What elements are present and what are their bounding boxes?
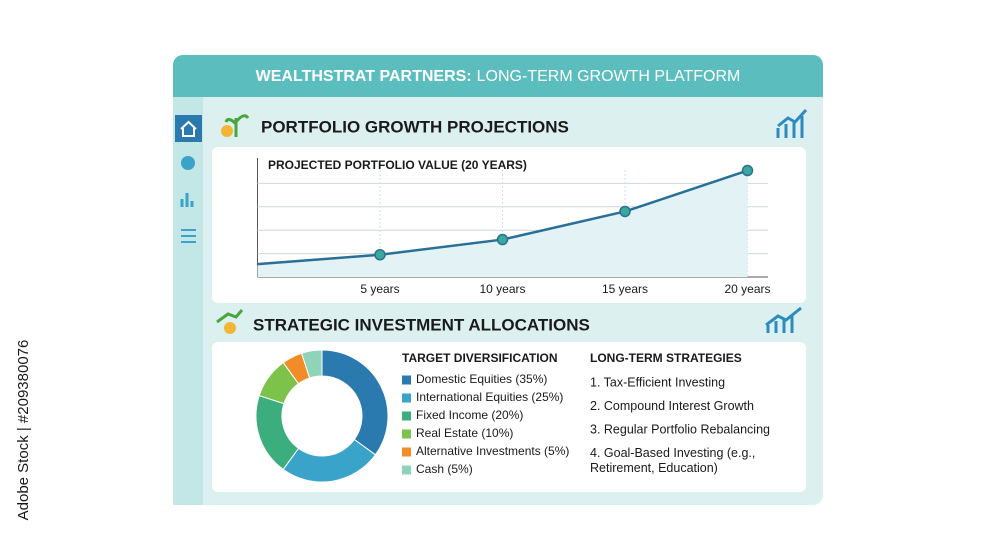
point <box>496 233 509 246</box>
strategy-item: 1. Tax-Efficient Investing <box>590 375 725 389</box>
strategy-item: Retirement, Education) <box>590 461 718 475</box>
nav-pie[interactable] <box>181 156 195 170</box>
legend-label: Alternative Investments (5%) <box>416 444 569 458</box>
legend-swatch <box>402 375 411 385</box>
x-tick-label: 5 years <box>360 282 399 296</box>
nav-chart[interactable] <box>180 193 194 207</box>
growth-icon <box>776 108 808 138</box>
legend-swatch <box>402 447 411 457</box>
strategy-item: 2. Compound Interest Growth <box>590 399 754 413</box>
legend-swatch <box>402 393 411 403</box>
point <box>374 249 386 261</box>
x-tick-label: 20 years <box>724 282 770 296</box>
coin-icon <box>221 125 233 137</box>
header-title-rest: LONG-TERM GROWTH PLATFORM <box>477 68 741 85</box>
legend-label: International Equities (25%) <box>416 390 563 404</box>
home-icon <box>180 120 197 137</box>
legend-label: Real Estate (10%) <box>416 426 513 440</box>
growth-icon <box>765 306 802 333</box>
plant-icon <box>224 114 250 137</box>
header-bar <box>173 55 823 97</box>
point <box>619 205 631 218</box>
legend-swatch <box>402 465 411 475</box>
watermark: Adobe Stock | #209380076 <box>15 340 32 521</box>
chart-title: PROJECTED PORTFOLIO VALUE (20 YEARS) <box>268 158 527 172</box>
strategy-item: 4. Goal-Based Investing (e.g., <box>590 446 755 460</box>
coin-icon <box>224 322 236 334</box>
legend-label: Cash (5%) <box>416 462 473 476</box>
pie-title: TARGET DIVERSIFICATION <box>402 351 558 365</box>
header-title: WEALTHSTRAT PARTNERS: LONG-TERM GROWTH PL… <box>256 68 741 85</box>
point <box>741 164 754 177</box>
section-title: PORTFOLIO GROWTH PROJECTIONS <box>261 117 569 136</box>
legend-label: Fixed Income (20%) <box>416 408 523 422</box>
legend-swatch <box>402 411 411 421</box>
nav-list[interactable] <box>181 229 196 243</box>
slice <box>300 349 323 379</box>
area <box>257 170 748 277</box>
strategy-item: 3. Regular Portfolio Rebalancing <box>590 422 770 436</box>
nav-home[interactable] <box>175 115 202 142</box>
header-title-bold: WEALTHSTRAT PARTNERS: <box>256 68 472 85</box>
arrow-icon <box>216 309 244 324</box>
legend-label: Domestic Equities (35%) <box>416 372 547 386</box>
strategies-title: LONG-TERM STRATEGIES <box>590 351 742 365</box>
section-title: STRATEGIC INVESTMENT ALLOCATIONS <box>253 315 590 334</box>
x-tick-label: 10 years <box>479 282 525 296</box>
slice <box>321 349 389 456</box>
legend-swatch <box>402 429 411 439</box>
x-tick-label: 15 years <box>602 282 648 296</box>
